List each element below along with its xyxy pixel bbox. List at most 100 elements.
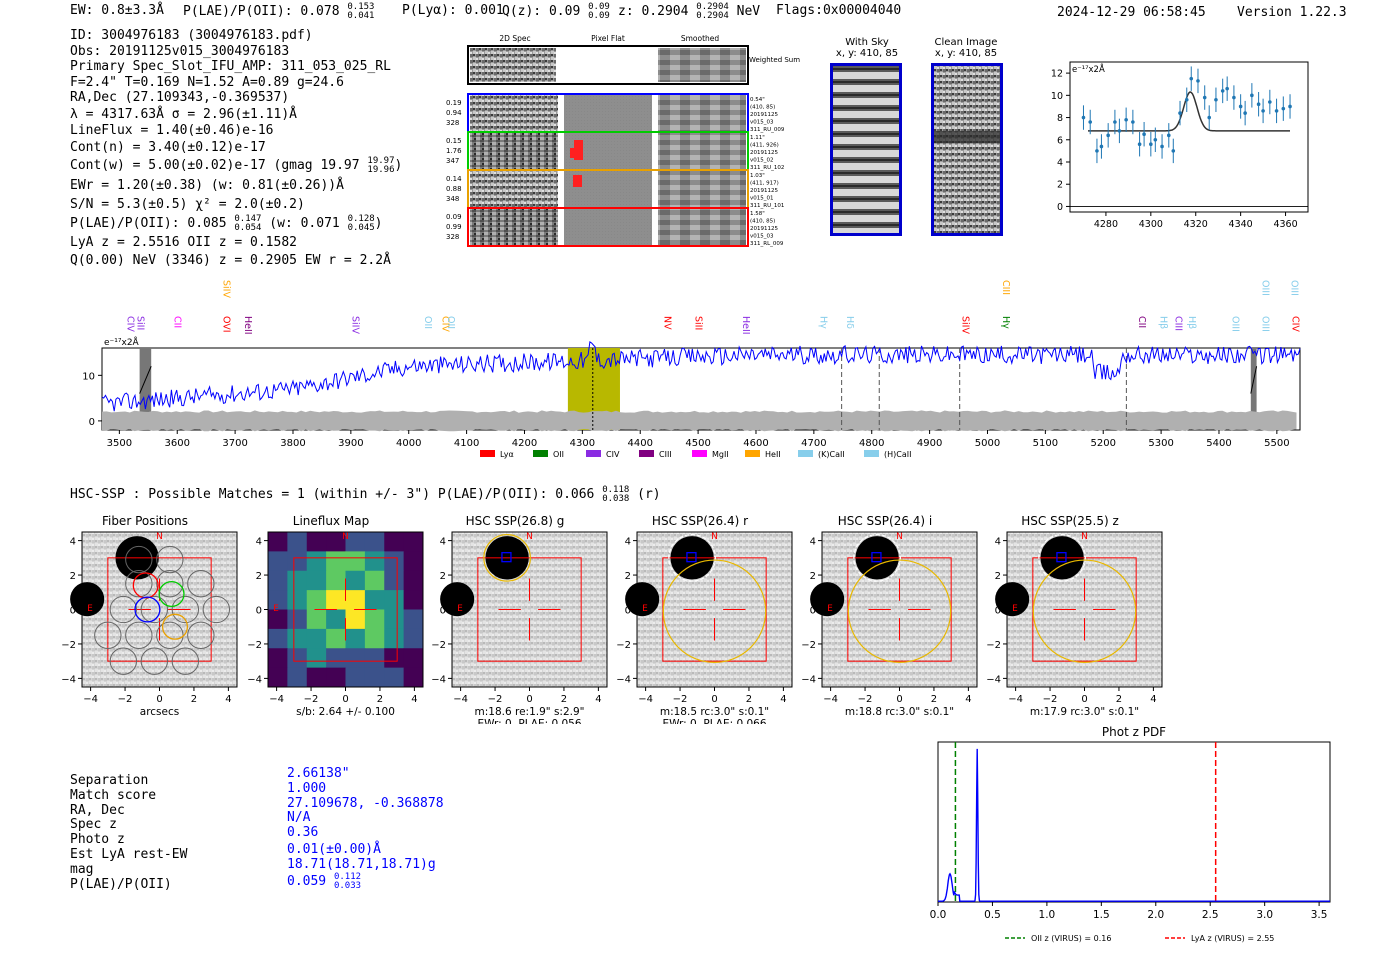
spec-xtick-label: 4300 xyxy=(570,438,595,449)
hsc-caption-2: EWr: 0, PLAE: 0.056 xyxy=(477,718,581,724)
fiber-left-stat: 0.09 xyxy=(446,213,462,221)
hsc-panel-image: N E −4 −2 0 2 4 4 2 0 −2 −4 m:17.9 rc:3.0" s:0.1" xyxy=(986,531,1163,718)
spec-xtick-label: 4100 xyxy=(454,438,479,449)
hsc-xtick-label: 0 xyxy=(711,694,717,705)
pdf-xtick-label: 0.5 xyxy=(984,909,1001,921)
zoom-data-point xyxy=(1149,142,1153,147)
zoom-data-point xyxy=(1196,79,1200,83)
lineflux-pixel xyxy=(306,628,327,649)
hsc-panel: HSC SSP(25.5) z N E −4 −2 0 2 4 4 2 0 −2 −4 m:17.9 rc… xyxy=(975,514,1165,728)
match-label-photoz: Photo z xyxy=(70,832,125,848)
pdf-frame xyxy=(937,741,1331,903)
lineflux-pixel xyxy=(306,532,327,552)
pdf-xtick-label: 2.5 xyxy=(1202,909,1219,921)
photz-pdf-chart: Phot z PDF 0.0 0.5 1.0 1.5 2.0 2.5 3.0 3.5 OII z … xyxy=(930,725,1331,943)
spec-line-label: Hγ xyxy=(1000,316,1011,329)
hsc-panel: Fiber Positions N E −4 −2 0 2 4 4 2 0 −2 −4 arcsecs xyxy=(50,514,240,728)
fiber-right-info: 0.54" xyxy=(750,97,765,103)
hsc-xtick-label: 2 xyxy=(191,694,197,705)
spec-line-label: Hδ xyxy=(844,316,855,329)
lineflux-pixel xyxy=(364,532,385,552)
match-value-mag: 18.71(18.71,18.71)g xyxy=(287,856,436,872)
fiber-circle xyxy=(109,647,138,675)
fiber-right-info: (411, 926) xyxy=(750,143,779,149)
hsc-ytick-label: −4 xyxy=(616,674,631,685)
hsc-ytick-label: 2 xyxy=(440,571,446,582)
hsc-xtick-label: −2 xyxy=(673,694,688,705)
zoom-xtick-label: 4300 xyxy=(1139,219,1163,230)
zoom-ytick-label: 4 xyxy=(1057,158,1063,169)
match-label-lya-ew: Est LyA rest-EW xyxy=(70,846,188,862)
spec-line-label: SiII xyxy=(692,316,703,330)
spec-line-label: CIV xyxy=(125,316,136,332)
zoom-data-point xyxy=(1274,109,1279,113)
fiber-2dspec-cell xyxy=(470,209,558,245)
zoom-data-point xyxy=(1281,106,1286,111)
zoom-ytick-label: 6 xyxy=(1057,135,1063,146)
with-sky-image xyxy=(830,63,902,236)
fiber-circle xyxy=(156,545,184,574)
fiber-left-stat: 347 xyxy=(446,157,459,165)
spec-line-label: Hγ xyxy=(817,316,828,329)
hsc-xtick-label: 0 xyxy=(896,694,902,705)
zoom-data-point xyxy=(1232,95,1236,100)
weighted-sum-smoothed xyxy=(658,48,746,82)
fiber-right-info: 1.03" xyxy=(750,173,765,179)
spec-line-label: OIII xyxy=(1259,316,1270,332)
hsc-ytick-label: 2 xyxy=(70,571,76,582)
lineflux-pixel xyxy=(364,648,385,669)
lineflux-pixel xyxy=(306,648,327,669)
lineflux-pixel xyxy=(326,590,346,610)
lineflux-pixel xyxy=(287,570,308,591)
hsc-panel-title: HSC SSP(25.5) z xyxy=(1021,514,1119,528)
info-obs: Obs: 20191125v015_3004976183 xyxy=(70,43,290,59)
spec-legend-swatch xyxy=(692,450,707,457)
zoom-data-point xyxy=(1268,100,1272,104)
hsc-caption-1: arcsecs xyxy=(140,706,179,718)
spec-legend-label: (K)CaII xyxy=(818,450,845,459)
lineflux-pixel xyxy=(345,590,366,610)
header-z-range: 0.2904 0.2904 xyxy=(696,2,729,21)
hsc-xtick-label: 4 xyxy=(965,694,971,705)
hsc-ytick-label: 0 xyxy=(70,606,76,617)
zoom-ytick-label: 10 xyxy=(1051,91,1063,102)
hsc-panel: HSC SSP(26.8) g N E −4 −2 0 2 4 4 2 0 −2 −4 m:18.6 re… xyxy=(420,514,610,730)
fiber-right-info: 311_RL_009 xyxy=(750,241,784,247)
east-label: E xyxy=(273,604,279,614)
zoom-data-point xyxy=(1099,144,1104,149)
pdf-legend-label: OII z (VIRUS) = 0.16 xyxy=(1031,934,1111,943)
zoom-data-point xyxy=(1261,109,1265,113)
fiber-right-info: v015_02 xyxy=(750,158,774,164)
lineflux-pixel xyxy=(364,667,385,688)
lineflux-pixel xyxy=(345,648,366,669)
lineflux-pixel xyxy=(326,609,346,630)
lineflux-pixel xyxy=(403,532,424,552)
spec2d-panel: 2D Spec Pixel Flat Smoothed Weighted Sum… xyxy=(446,34,800,247)
spec-legend-swatch xyxy=(639,450,654,457)
zoom-data-point xyxy=(1202,95,1207,100)
fiber-left-stat: 0.99 xyxy=(446,223,462,231)
spec-legend-swatch xyxy=(480,450,495,457)
info-plae-w-range: 0.128 0.045 xyxy=(347,214,375,233)
spec-line-label: OII xyxy=(445,316,456,329)
spec-xtick-label: 4400 xyxy=(628,438,653,449)
lineflux-pixel xyxy=(403,628,424,649)
zoom-data-point xyxy=(1081,115,1086,120)
lineflux-pixel xyxy=(364,590,385,610)
lineflux-pixel xyxy=(384,667,405,688)
spec-line-label: HeII xyxy=(242,316,253,335)
lineflux-pixel xyxy=(384,648,405,669)
spec-line-label: CIV xyxy=(439,316,450,332)
hsc-header-range: 0.118 0.038 xyxy=(602,485,630,504)
lineflux-pixel xyxy=(287,551,308,572)
zoom-data-point xyxy=(1117,129,1122,133)
hsc-ytick-label: −2 xyxy=(247,640,262,651)
fiber-circle xyxy=(125,569,153,598)
lineflux-pixel xyxy=(384,551,405,572)
fiber-right-info: 20191125 xyxy=(750,150,778,156)
hsc-ytick-label: 4 xyxy=(440,537,446,548)
spec-ytick-label: 10 xyxy=(82,371,95,382)
lineflux-pixel xyxy=(326,532,346,552)
lineflux-pixel xyxy=(306,667,327,688)
spec2d-col-smoothed: Smoothed xyxy=(681,34,720,43)
